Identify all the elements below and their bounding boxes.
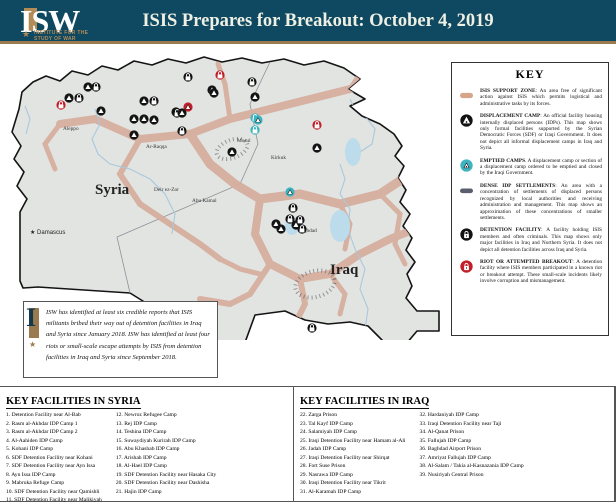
svg-text:★ Damascus: ★ Damascus: [30, 229, 65, 236]
svg-text:Kirkuk: Kirkuk: [271, 155, 286, 161]
svg-text:Deir ez-Zor: Deir ez-Zor: [154, 187, 179, 193]
svg-text:Syria: Syria: [95, 182, 130, 198]
svg-text:Mosul: Mosul: [237, 138, 251, 144]
svg-text:Aleppo: Aleppo: [63, 126, 79, 132]
svg-text:Abu Kamal: Abu Kamal: [192, 198, 217, 204]
svg-text:Ar-Raqqa: Ar-Raqqa: [146, 144, 167, 150]
svg-text:Iraq: Iraq: [330, 262, 359, 278]
